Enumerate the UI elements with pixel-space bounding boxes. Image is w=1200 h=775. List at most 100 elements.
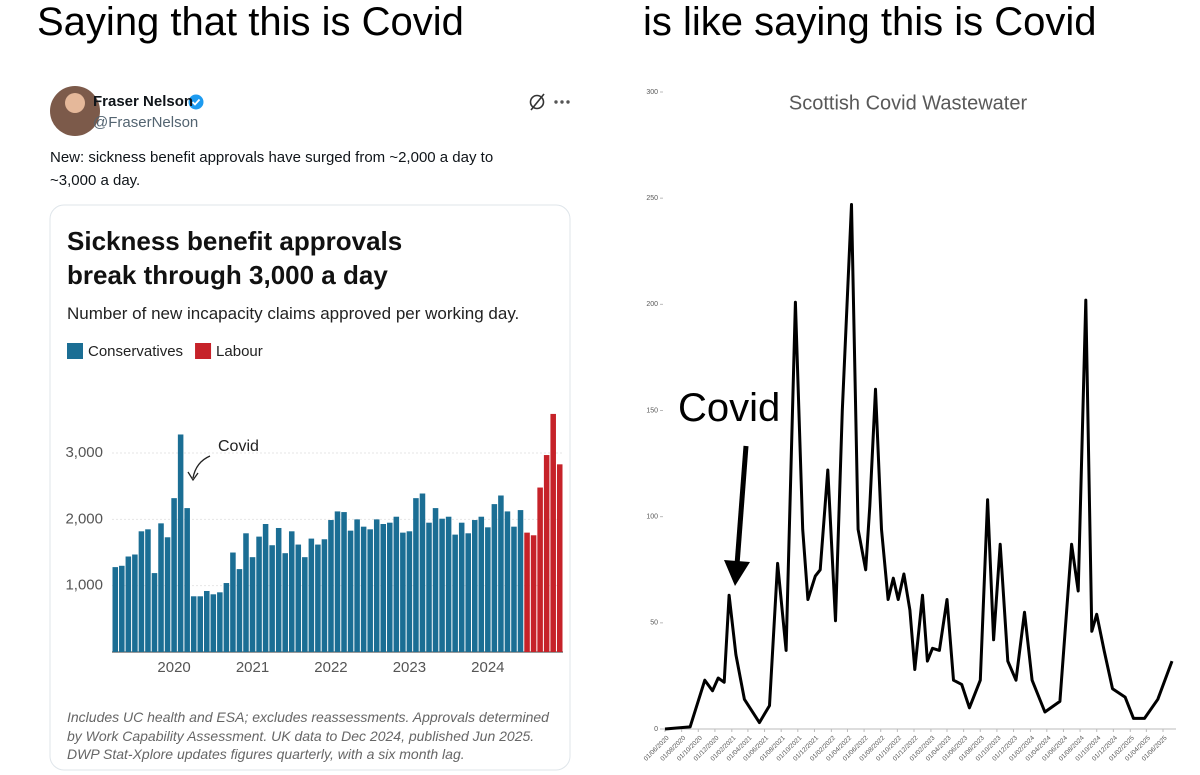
bar [524,532,530,652]
bar [288,531,295,652]
bar [145,529,151,652]
grok-icon-slash [530,93,545,111]
bar [478,516,485,652]
bar [419,493,426,652]
bar [439,518,445,652]
bar [151,573,158,652]
y-tick-label: 100 [646,514,658,521]
bar [295,544,302,652]
bar [236,569,243,652]
bar [485,527,491,652]
bar [426,522,432,652]
x-tick-label: 2024 [471,659,504,676]
bar [204,590,210,652]
bar [432,508,439,652]
bar [445,516,452,652]
caption: is like saying this is Covid [643,0,1097,44]
bar [132,554,138,652]
bar [125,556,132,652]
y-tick-label: 200 [646,301,658,308]
legend-label: Conservatives [88,343,183,360]
bar [158,523,164,652]
bar [249,557,256,652]
bar [530,535,537,652]
legend-label: Labour [216,343,263,360]
bar [321,539,328,652]
bar [354,519,360,652]
y-tick-label: 300 [646,89,658,96]
bar [556,464,563,652]
bar [393,516,400,652]
annotation-arrow [734,445,749,566]
bar [315,544,321,652]
annotation: Covid [678,386,781,430]
bar [347,530,354,652]
x-tick-label: 2021 [236,659,269,676]
y-tick-label: 1,000 [65,577,103,594]
chart-title: Scottish Covid Wastewater [789,92,1028,114]
bar [164,537,171,652]
verified-badge [188,94,204,110]
bar [537,487,543,652]
grok-icon[interactable] [529,94,545,110]
tweet-text: New: sickness benefit approvals have sur… [50,149,494,189]
author-handle[interactable]: @FraserNelson [93,114,199,131]
bar [413,498,419,652]
legend-swatch [195,343,212,359]
bar [465,533,471,652]
footnote: Includes UC health and ESA; excludes rea… [67,709,549,762]
bar [210,594,217,652]
bar [491,504,498,652]
avatar-face [65,93,85,113]
bar [171,498,177,652]
bar [367,529,373,652]
y-tick-label: 50 [650,620,658,627]
bar [223,583,230,652]
bar [197,596,204,652]
bar [511,526,517,652]
y-tick-label: 0 [654,726,658,733]
y-tick-label: 150 [646,407,658,414]
bar [550,413,556,652]
bar [308,538,315,652]
bar [230,552,236,652]
bar [373,519,380,652]
bar [517,510,524,652]
legend-swatch [67,343,83,359]
bar [406,531,413,652]
bar [341,512,347,652]
bar [269,545,275,652]
annotation-arrow [192,455,211,479]
bar [504,511,511,652]
bar [543,455,550,652]
line [664,203,1174,731]
bar [243,533,249,652]
y-tick-label: 2,000 [65,510,103,527]
chart-subtitle: Number of new incapacity claims approved… [67,304,520,323]
bar [138,531,145,652]
bar [498,495,504,652]
bar [471,520,478,652]
bar [328,520,334,652]
bar [112,567,119,652]
bar [302,557,308,652]
bar [387,522,393,652]
x-tick-label: 2022 [314,659,347,676]
caption: Saying that this is Covid [37,0,464,44]
bar [400,532,406,652]
bar [360,526,367,652]
x-tick-label: 2020 [157,659,190,676]
annotation-arrow-head [724,560,750,586]
x-tick-label: 2023 [393,659,426,676]
more-icon[interactable] [554,100,570,104]
bar [452,534,458,652]
bar [256,536,262,652]
bar [184,508,190,652]
author-name[interactable]: Fraser Nelson [93,93,194,110]
y-tick-label: 3,000 [65,444,103,461]
verified-check [191,98,201,106]
bar [177,434,184,652]
chart-title: Sickness benefit approvals break through… [67,226,403,290]
y-tick-label: 250 [646,195,658,202]
